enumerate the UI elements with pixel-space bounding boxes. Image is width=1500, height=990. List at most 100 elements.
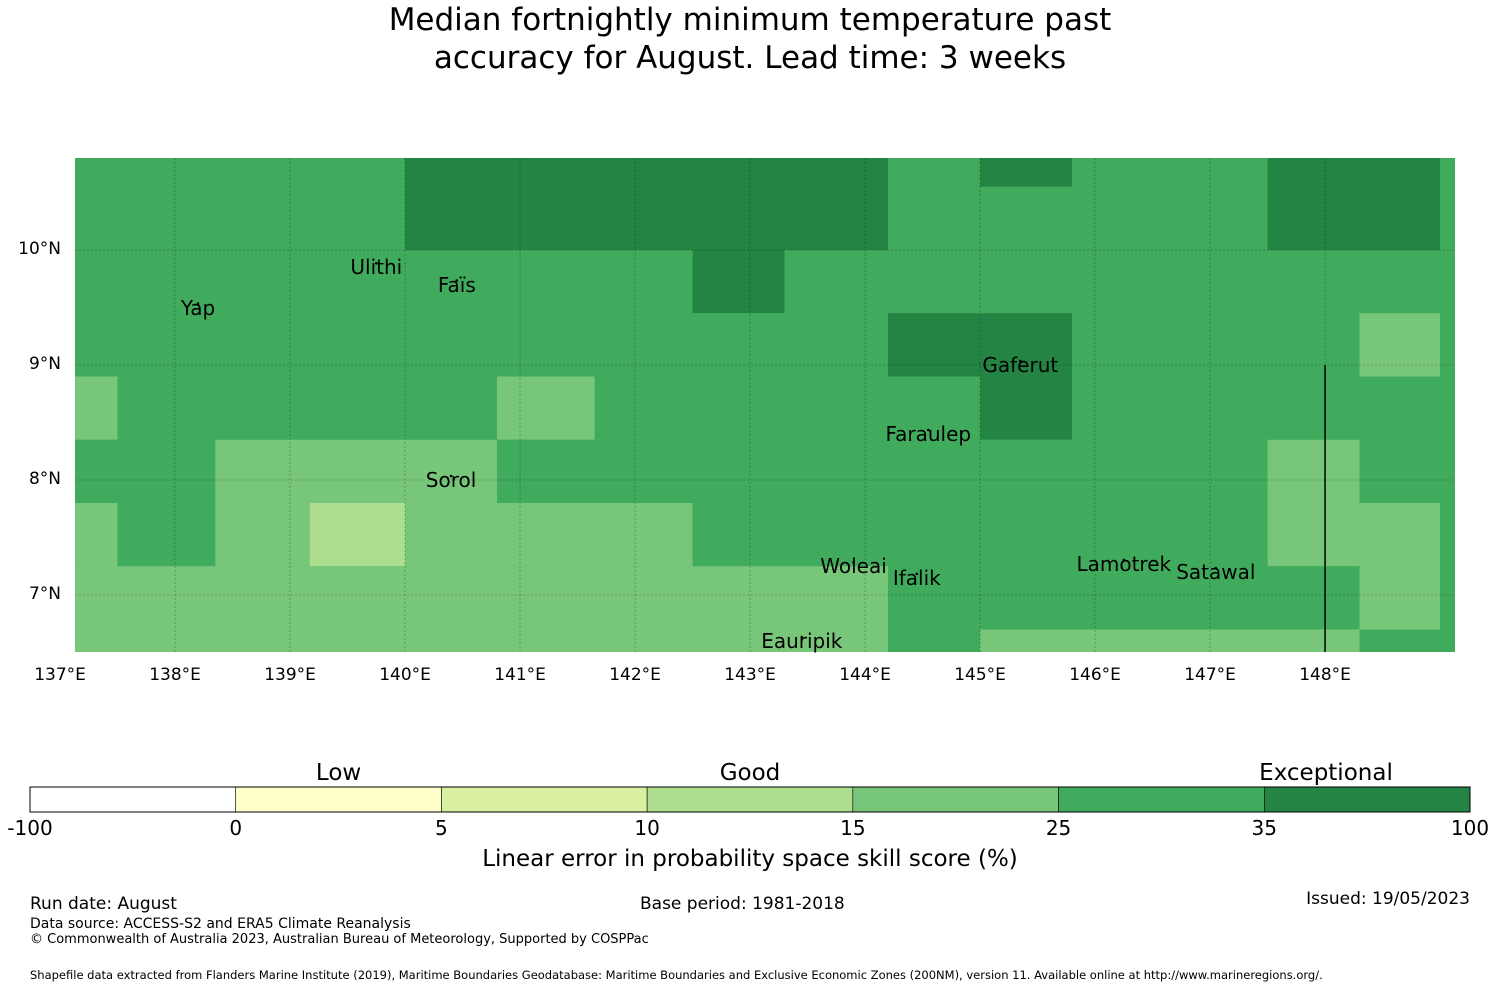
eez-boundary (196, 261, 1326, 652)
longitude-label: 142°E (609, 665, 661, 685)
skill-cell (784, 250, 1441, 314)
colorbar-segment (646, 786, 854, 813)
skill-cell (497, 376, 595, 440)
colorbar-tick-label: 25 (1045, 816, 1072, 840)
colorbar-segment (235, 786, 442, 813)
place-label: Faraulep (885, 422, 972, 446)
colorbar-segment (852, 786, 1059, 813)
colorbar-segment (1058, 786, 1265, 813)
skill-cell (1359, 629, 1441, 652)
skill-cell (405, 503, 693, 567)
place-label: Ulithi (350, 255, 403, 280)
data-source: Data source: ACCESS-S2 and ERA5 Climate … (30, 916, 411, 932)
colorbar-category-label: Exceptional (1259, 760, 1393, 786)
island-marker (852, 560, 855, 564)
place-label: Yap (180, 295, 216, 320)
skill-cell (888, 629, 981, 652)
skill-cell (75, 439, 216, 503)
skill-cell (980, 629, 1360, 652)
longitude-label: 138°E (149, 665, 201, 685)
skill-cell (1072, 313, 1360, 377)
skill-cell (497, 439, 1268, 503)
longitude-label: 145°E (954, 665, 1006, 685)
place-label: Eauripik (761, 629, 843, 653)
longitude-label: 140°E (379, 665, 431, 685)
skill-cell (1267, 439, 1360, 503)
island-marker (1122, 558, 1126, 562)
longitude-label: 139°E (264, 665, 316, 685)
skill-cell (1072, 376, 1441, 440)
longitude-label: 144°E (839, 665, 891, 685)
skill-cell (888, 158, 981, 250)
colorbar-segment (441, 786, 648, 813)
place-label: Faïs (437, 272, 476, 297)
place-label: Woleai (820, 554, 887, 579)
latitude-label: 10°N (18, 239, 61, 259)
copyright: © Commonwealth of Australia 2023, Austra… (30, 932, 649, 947)
colorbar-tick-label: 15 (840, 816, 866, 840)
island-marker (196, 302, 200, 305)
skill-cell (75, 313, 889, 377)
skill-cell (1359, 313, 1441, 377)
skill-cell (75, 158, 406, 250)
island-marker (455, 279, 459, 282)
skill-cell (980, 376, 1073, 440)
run-date: Run date: August (30, 894, 177, 914)
skill-cell (1359, 439, 1441, 503)
colorbar-tick-label: 5 (435, 816, 448, 840)
skill-cell (888, 566, 1360, 630)
latitude-label: 7°N (28, 584, 61, 604)
skill-cell (1267, 503, 1441, 567)
place-label: Sorol (425, 468, 477, 492)
skill-cell (75, 376, 118, 440)
skill-cell (117, 376, 498, 440)
title-line-1: Median fortnightly minimum temperature p… (388, 2, 1112, 38)
island-marker (927, 428, 930, 432)
island-marker (1019, 359, 1022, 363)
place-label: Lamotrek (1076, 551, 1172, 576)
skill-cell (980, 186, 1268, 250)
island-marker (1214, 566, 1218, 570)
skill-cell (75, 250, 693, 314)
colorbar-tick-label: 35 (1251, 816, 1278, 840)
skill-cell (75, 503, 118, 567)
issued-date: Issued: 19/05/2023 (1306, 889, 1470, 909)
colorbar-category-label: Low (315, 760, 362, 786)
longitude-label: 143°E (724, 665, 776, 685)
colorbar-tick-label: 100 (1450, 816, 1490, 840)
place-label: Satawal (1176, 560, 1256, 584)
longitude-label: 146°E (1069, 665, 1121, 685)
longitude-label: 148°E (1299, 665, 1351, 685)
longitude-label: 141°E (494, 665, 546, 685)
skill-cell (405, 158, 889, 250)
skill-cell (309, 503, 406, 567)
skill-cells (75, 158, 1455, 652)
shapefile-credit: Shapefile data extracted from Flanders M… (30, 968, 1323, 982)
latitude-label: 9°N (28, 354, 61, 374)
graticule (75, 158, 1455, 652)
place-label: Gaferut (982, 353, 1059, 377)
longitude-label: 137°E (34, 665, 86, 685)
skill-cell (1359, 566, 1441, 630)
colorbar-tick-label: -100 (7, 816, 53, 840)
island-marker (915, 572, 919, 576)
skill-cell (1072, 158, 1268, 187)
skill-cell (980, 158, 1073, 187)
island-marker (375, 261, 378, 265)
skill-cell (594, 376, 981, 440)
title-line-2: accuracy for August. Lead time: 3 weeks (433, 40, 1067, 76)
colorbar-segment (29, 786, 237, 813)
island-marker (449, 474, 453, 478)
skill-cell (692, 250, 785, 314)
colorbar-tick-label: 10 (634, 816, 660, 840)
colorbar-frame (29, 786, 1471, 813)
colorbar (29, 786, 1471, 813)
longitude-label: 147°E (1184, 665, 1236, 685)
skill-cell (692, 503, 1268, 567)
base-period: Base period: 1981-2018 (640, 894, 845, 914)
map-title: Median fortnightly minimum temperature p… (0, 1, 1500, 77)
colorbar-tick-label: 0 (229, 816, 243, 840)
colorbar-title: Linear error in probability space skill … (482, 846, 1018, 872)
skill-cell (215, 439, 498, 503)
